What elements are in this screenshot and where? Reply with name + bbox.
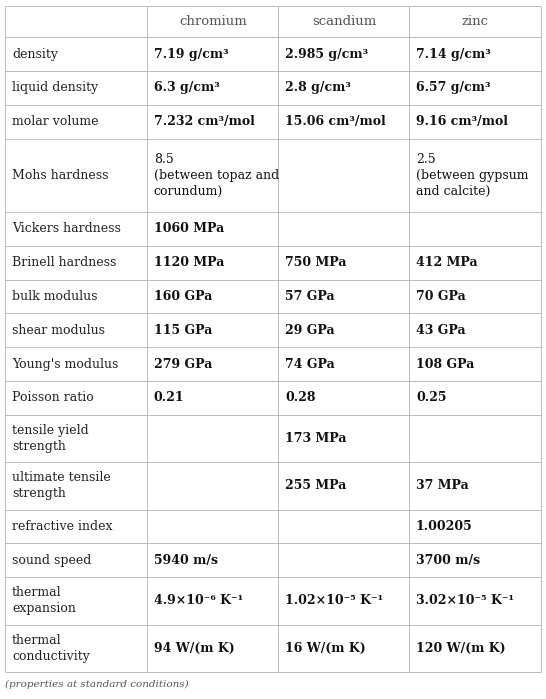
Text: 70 GPa: 70 GPa	[416, 290, 466, 303]
Text: Mohs hardness: Mohs hardness	[12, 168, 109, 182]
Text: sound speed: sound speed	[12, 554, 91, 567]
Text: 8.5
(between topaz and
corundum): 8.5 (between topaz and corundum)	[154, 153, 279, 198]
Text: thermal
conductivity: thermal conductivity	[12, 634, 90, 663]
Text: 94 W/(m K): 94 W/(m K)	[154, 642, 235, 655]
Text: (properties at standard conditions): (properties at standard conditions)	[5, 680, 189, 689]
Text: 29 GPa: 29 GPa	[285, 324, 335, 337]
Text: thermal
expansion: thermal expansion	[12, 586, 76, 615]
Text: scandium: scandium	[312, 15, 376, 28]
Text: chromium: chromium	[179, 15, 247, 28]
Text: 0.21: 0.21	[154, 391, 185, 405]
Text: refractive index: refractive index	[12, 520, 112, 533]
Text: 2.5
(between gypsum
and calcite): 2.5 (between gypsum and calcite)	[416, 153, 529, 198]
Text: 4.9×10⁻⁶ K⁻¹: 4.9×10⁻⁶ K⁻¹	[154, 594, 243, 607]
Text: 43 GPa: 43 GPa	[416, 324, 466, 337]
Text: 3.02×10⁻⁵ K⁻¹: 3.02×10⁻⁵ K⁻¹	[416, 594, 514, 607]
Text: 1120 MPa: 1120 MPa	[154, 256, 224, 269]
Text: molar volume: molar volume	[12, 115, 98, 128]
Text: 0.25: 0.25	[416, 391, 447, 405]
Text: 750 MPa: 750 MPa	[285, 256, 346, 269]
Text: 108 GPa: 108 GPa	[416, 358, 474, 370]
Text: 74 GPa: 74 GPa	[285, 358, 335, 370]
Text: 16 W/(m K): 16 W/(m K)	[285, 642, 366, 655]
Text: liquid density: liquid density	[12, 81, 98, 94]
Text: 6.3 g/cm³: 6.3 g/cm³	[154, 81, 219, 94]
Text: 15.06 cm³/mol: 15.06 cm³/mol	[285, 115, 385, 128]
Text: 6.57 g/cm³: 6.57 g/cm³	[416, 81, 490, 94]
Text: 173 MPa: 173 MPa	[285, 432, 346, 445]
Text: 1060 MPa: 1060 MPa	[154, 222, 224, 236]
Text: tensile yield
strength: tensile yield strength	[12, 424, 89, 453]
Text: 57 GPa: 57 GPa	[285, 290, 335, 303]
Text: ultimate tensile
strength: ultimate tensile strength	[12, 471, 111, 500]
Text: 255 MPa: 255 MPa	[285, 480, 346, 493]
Text: 3700 m/s: 3700 m/s	[416, 554, 480, 567]
Text: Brinell hardness: Brinell hardness	[12, 256, 116, 269]
Text: 7.14 g/cm³: 7.14 g/cm³	[416, 48, 491, 61]
Text: density: density	[12, 48, 58, 61]
Text: 37 MPa: 37 MPa	[416, 480, 469, 493]
Text: zinc: zinc	[461, 15, 489, 28]
Text: 279 GPa: 279 GPa	[154, 358, 212, 370]
Text: 412 MPa: 412 MPa	[416, 256, 478, 269]
Text: 160 GPa: 160 GPa	[154, 290, 212, 303]
Text: 7.19 g/cm³: 7.19 g/cm³	[154, 48, 228, 61]
Text: 5940 m/s: 5940 m/s	[154, 554, 218, 567]
Text: Vickers hardness: Vickers hardness	[12, 222, 121, 236]
Text: 2.985 g/cm³: 2.985 g/cm³	[285, 48, 368, 61]
Text: Young's modulus: Young's modulus	[12, 358, 118, 370]
Text: shear modulus: shear modulus	[12, 324, 105, 337]
Text: 9.16 cm³/mol: 9.16 cm³/mol	[416, 115, 508, 128]
Text: 120 W/(m K): 120 W/(m K)	[416, 642, 506, 655]
Text: 0.28: 0.28	[285, 391, 316, 405]
Text: Poisson ratio: Poisson ratio	[12, 391, 94, 405]
Text: 1.02×10⁻⁵ K⁻¹: 1.02×10⁻⁵ K⁻¹	[285, 594, 383, 607]
Text: 1.00205: 1.00205	[416, 520, 473, 533]
Text: 2.8 g/cm³: 2.8 g/cm³	[285, 81, 351, 94]
Text: bulk modulus: bulk modulus	[12, 290, 98, 303]
Text: 7.232 cm³/mol: 7.232 cm³/mol	[154, 115, 254, 128]
Text: 115 GPa: 115 GPa	[154, 324, 212, 337]
